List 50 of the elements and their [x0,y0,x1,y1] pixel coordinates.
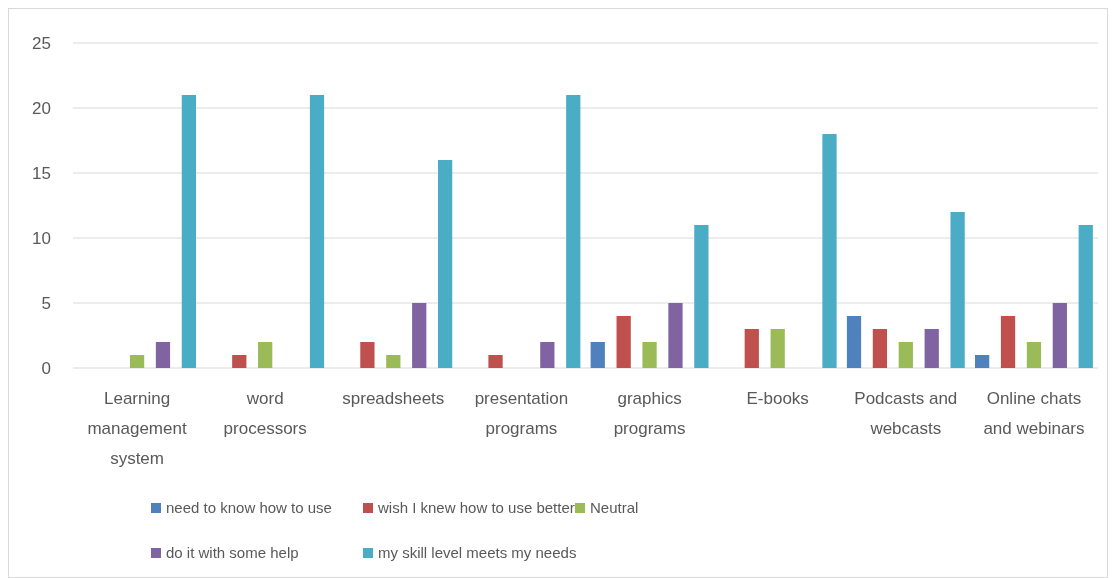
y-tick-label: 15 [32,163,51,183]
y-tick-label: 25 [32,33,51,53]
legend-label: wish I knew how to use better [377,499,575,517]
bar [668,303,683,368]
bar [1026,342,1042,368]
legend-label: my skill level meets my needs [378,544,577,562]
bar [1078,225,1093,368]
x-tick-label: Learning management system [87,389,187,468]
bar [872,329,888,368]
legend-label: need to know how to use [166,499,332,517]
bar [540,342,555,368]
bar [1000,316,1016,368]
bar [181,95,196,368]
bar [309,95,325,368]
bar [770,329,785,368]
y-tick-label: 10 [32,228,51,248]
x-tick-label: Podcasts and webcasts [854,389,958,438]
bar [1052,303,1067,368]
x-tick-label: Online chats and webinars [983,389,1085,438]
x-tick-label: graphics programs [613,389,686,438]
bar [438,160,453,368]
bar [744,329,759,368]
x-tick-label: presentation programs [474,389,569,438]
bar [898,342,913,368]
legend-label: do it with some help [166,544,299,562]
bar [590,342,605,368]
bar [642,342,657,368]
bar [129,355,145,368]
x-tick-label: spreadsheets [342,389,445,408]
bar [975,355,990,368]
bar [566,95,581,368]
x-tick-label: word processors [223,389,307,438]
y-tick-label: 20 [32,98,51,118]
y-tick-label: 0 [41,358,51,378]
bar [412,303,427,368]
bar [232,355,247,368]
bar [950,212,965,368]
x-tick-label: E-books [746,389,809,408]
y-tick-label: 5 [41,293,51,313]
bar [386,355,401,368]
bar [822,134,837,368]
bar [924,329,939,368]
bar [258,342,273,368]
bar [488,355,503,368]
legend-label: Neutral [590,499,639,517]
bar [155,342,171,368]
bar [846,316,862,368]
bar [360,342,375,368]
bar [694,225,709,368]
bar [616,316,631,368]
